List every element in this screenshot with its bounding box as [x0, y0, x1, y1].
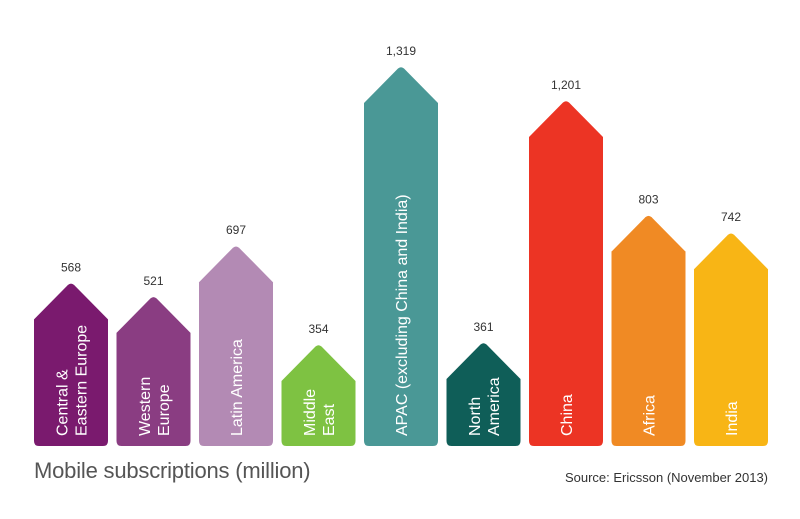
- category-label-line: Europe: [156, 384, 173, 436]
- category-label-5: North America: [467, 377, 503, 436]
- value-label-6: 1,201: [551, 78, 581, 92]
- value-label-3: 354: [308, 322, 328, 336]
- value-label-5: 361: [473, 320, 493, 334]
- bar-6: [529, 101, 603, 446]
- category-label-line: Middle: [302, 389, 319, 436]
- bar-0: [34, 283, 108, 446]
- value-label-7: 803: [638, 193, 658, 207]
- bar-8: [694, 233, 768, 446]
- source-note: Source: Ericsson (November 2013): [564, 470, 768, 485]
- chart-title: Mobile subscriptions (million): [34, 458, 311, 483]
- category-label-line: America: [486, 377, 503, 436]
- category-label-4: APAC (excluding China and India): [394, 194, 411, 436]
- category-label-line: China: [559, 394, 576, 436]
- category-label-6: China: [559, 394, 576, 436]
- category-label-line: Central &: [55, 369, 72, 436]
- category-label-line: India: [724, 401, 741, 436]
- category-label-7: Africa: [642, 395, 659, 436]
- category-label-line: Western: [137, 377, 154, 436]
- value-label-2: 697: [226, 223, 246, 237]
- value-label-4: 1,319: [386, 44, 416, 58]
- bar-3: [281, 345, 356, 446]
- category-label-line: Latin America: [229, 339, 246, 436]
- category-label-line: Eastern Europe: [74, 325, 91, 436]
- category-label-2: Latin America: [229, 339, 246, 436]
- bar-4: [364, 67, 438, 446]
- bar-2: [199, 246, 273, 446]
- bar-1: [116, 297, 191, 446]
- value-label-8: 742: [721, 210, 741, 224]
- category-label-1: Western Europe: [137, 377, 173, 436]
- category-label-line: APAC (excluding China and India): [394, 194, 411, 436]
- category-label-line: North: [467, 397, 484, 436]
- category-label-line: Africa: [642, 395, 659, 436]
- value-label-1: 521: [143, 274, 163, 288]
- category-label-8: India: [724, 401, 741, 436]
- value-label-0: 568: [61, 260, 81, 274]
- category-label-0: Central & Eastern Europe: [55, 325, 91, 436]
- category-label-line: East: [321, 403, 338, 436]
- bar-5: [446, 343, 521, 446]
- bar-7: [611, 215, 686, 446]
- category-label-3: Middle East: [302, 389, 338, 436]
